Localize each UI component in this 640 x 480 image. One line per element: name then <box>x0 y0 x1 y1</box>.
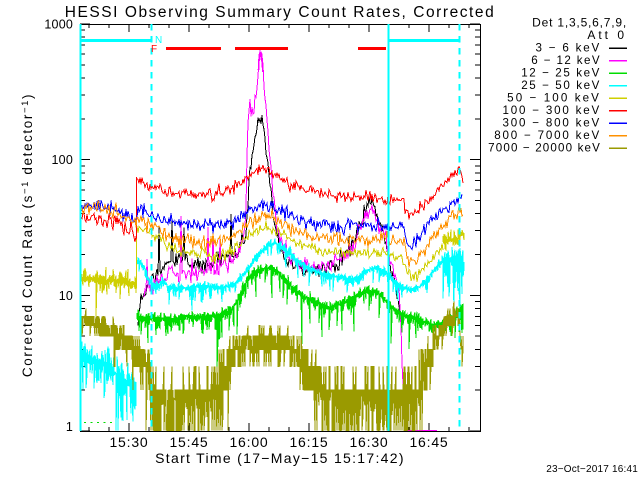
svg-text:15:45: 15:45 <box>169 434 208 450</box>
svg-text:6 − 12 keV: 6 − 12 keV <box>531 54 601 67</box>
svg-text:15:30: 15:30 <box>109 434 148 450</box>
svg-text:1: 1 <box>66 420 73 434</box>
svg-text:16:15: 16:15 <box>289 434 328 450</box>
svg-text:HESSI Observing Summary Count: HESSI Observing Summary Count Rates, Cor… <box>65 4 496 21</box>
svg-text:16:45: 16:45 <box>409 434 448 450</box>
svg-text:F: F <box>151 44 157 55</box>
svg-text:800 − 7000 keV: 800 − 7000 keV <box>494 129 601 142</box>
svg-text:10: 10 <box>59 289 73 303</box>
svg-text:Att 0: Att 0 <box>587 28 627 42</box>
svg-text:25 − 50 keV: 25 − 50 keV <box>521 79 601 92</box>
svg-text:50 − 100 keV: 50 − 100 keV <box>507 92 601 105</box>
svg-text:16:30: 16:30 <box>349 434 388 450</box>
svg-text:100: 100 <box>52 153 73 167</box>
svg-text:Det 1,3,5,6,7,9,: Det 1,3,5,6,7,9, <box>532 16 627 30</box>
svg-text:Corrected Count Rate (s−1 dete: Corrected Count Rate (s−1 detector−1) <box>20 93 35 377</box>
svg-text:3 − 6 keV: 3 − 6 keV <box>535 42 601 55</box>
svg-text:12 − 25 keV: 12 − 25 keV <box>521 67 601 80</box>
svg-text:1000: 1000 <box>44 18 73 32</box>
svg-text:16:00: 16:00 <box>229 434 268 450</box>
svg-text:300 − 800 keV: 300 − 800 keV <box>503 117 602 130</box>
svg-text:23−Oct−2017 16:41: 23−Oct−2017 16:41 <box>546 464 638 475</box>
svg-text:Start Time (17−May−15 15:17:42: Start Time (17−May−15 15:17:42) <box>155 450 405 466</box>
svg-text:7000 − 20000 keV: 7000 − 20000 keV <box>488 142 601 155</box>
svg-text:100 − 300 keV: 100 − 300 keV <box>503 104 602 117</box>
svg-text:N: N <box>155 35 162 46</box>
